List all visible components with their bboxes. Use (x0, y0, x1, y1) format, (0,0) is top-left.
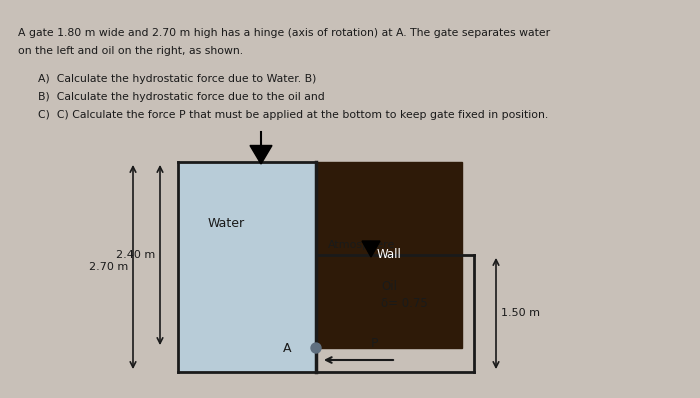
Text: Oil: Oil (381, 280, 397, 293)
Text: A gate 1.80 m wide and 2.70 m high has a hinge (axis of rotation) at A. The gate: A gate 1.80 m wide and 2.70 m high has a… (18, 28, 550, 38)
Text: A)  Calculate the hydrostatic force due to Water. B): A) Calculate the hydrostatic force due t… (38, 74, 316, 84)
Text: on the left and oil on the right, as shown.: on the left and oil on the right, as sho… (18, 46, 243, 56)
Text: C)  C) Calculate the force P that must be applied at the bottom to keep gate fix: C) C) Calculate the force P that must be… (38, 110, 548, 120)
Text: A: A (283, 341, 291, 355)
Text: P: P (371, 337, 379, 350)
Text: 1.50 m: 1.50 m (501, 308, 540, 318)
Polygon shape (362, 241, 380, 257)
Text: δ= 0.75: δ= 0.75 (381, 297, 428, 310)
Text: B)  Calculate the hydrostatic force due to the oil and: B) Calculate the hydrostatic force due t… (38, 92, 325, 102)
Text: Wall: Wall (377, 248, 401, 261)
Text: Atmosphere: Atmosphere (328, 240, 395, 250)
Text: 2.70 m: 2.70 m (89, 262, 128, 272)
Circle shape (311, 343, 321, 353)
Bar (316, 162, 462, 348)
Text: 2.40 m: 2.40 m (116, 250, 155, 260)
Text: Water: Water (208, 217, 245, 230)
Polygon shape (250, 146, 272, 164)
Bar (178, 162, 316, 372)
